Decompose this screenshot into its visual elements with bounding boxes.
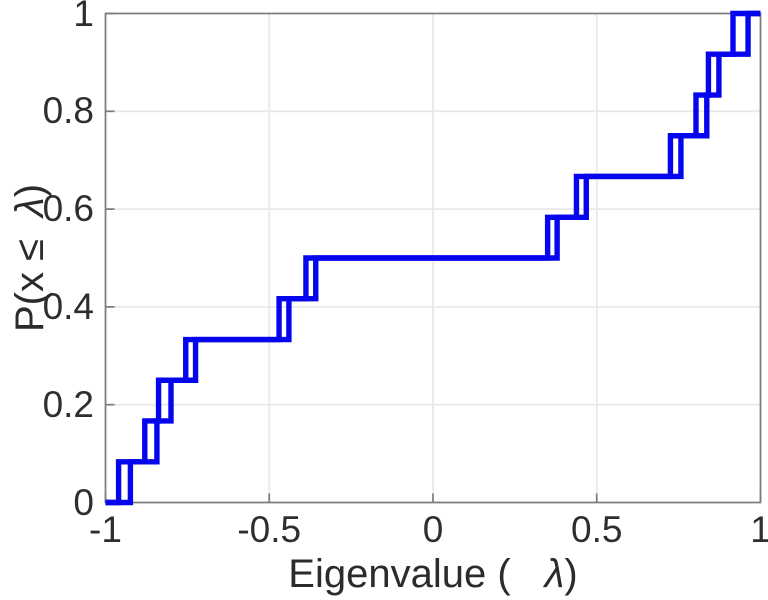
y-axis-label: P(x ≤ λ) xyxy=(8,184,52,332)
y-tick-label: 0 xyxy=(73,481,94,523)
x-tick-label: 0.5 xyxy=(571,509,623,550)
y-tick-label: 0.6 xyxy=(42,188,94,230)
lambda-symbol: λ xyxy=(544,552,565,596)
x-tick-label: 0 xyxy=(422,509,444,550)
x-axis-label-close: ) xyxy=(564,552,578,596)
y-tick-label: 1 xyxy=(73,0,94,34)
y-tick-label: 0.2 xyxy=(42,383,94,425)
ecdf-curves xyxy=(105,10,761,506)
ecdf-staircase-2 xyxy=(105,10,761,506)
y-tick-label: 0.8 xyxy=(42,90,94,132)
x-axis-label: Eigenvalue ( λ) xyxy=(288,552,577,596)
lambda-symbol: λ xyxy=(8,197,52,217)
y-axis-label-close: ) xyxy=(8,183,52,198)
x-tick-label: -1 xyxy=(89,509,122,550)
x-axis-label-text: Eigenvalue ( xyxy=(288,552,511,596)
x-tick-label: -0.5 xyxy=(237,509,302,550)
y-tick-label: 0.4 xyxy=(42,285,94,327)
x-tick-label: 1 xyxy=(750,509,768,550)
y-axis-label-text: P(x ≤ xyxy=(8,238,52,333)
